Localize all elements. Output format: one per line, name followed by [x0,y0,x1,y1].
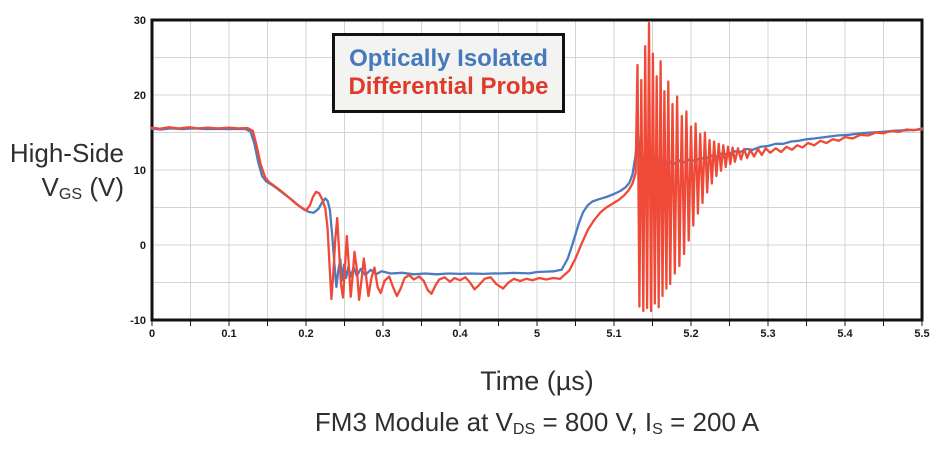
svg-text:5.1: 5.1 [606,328,621,340]
y-axis-title-line1: High-Side [9,138,124,168]
svg-text:0: 0 [149,328,155,340]
y-axis-subscript: GS [58,184,83,203]
svg-text:-10: -10 [130,315,146,327]
caption-subscript-ds: DS [512,419,536,438]
legend-item-differential-probe: Differential Probe [348,73,549,100]
x-tick-marks [151,321,923,326]
svg-text:30: 30 [134,15,146,27]
svg-text:5.4: 5.4 [837,328,853,340]
figure-caption: FM3 Module at VDS = 800 V, IS = 200 A [314,407,760,438]
svg-text:5.3: 5.3 [760,328,775,340]
plot-border [150,18,924,322]
y-axis-title-line2: VGS (V) [41,172,124,203]
svg-text:0: 0 [140,240,146,252]
svg-text:0.4: 0.4 [452,328,468,340]
x-axis-title: Time (µs) [480,366,594,396]
y-tick-labels: 30 20 10 0 -10 [130,15,146,327]
svg-text:0.3: 0.3 [375,328,390,340]
svg-text:10: 10 [134,165,146,177]
legend: Optically Isolated Differential Probe [332,33,565,113]
legend-item-optically-isolated: Optically Isolated [349,44,548,72]
caption-subscript-s: S [652,419,663,438]
svg-text:5.2: 5.2 [683,328,698,340]
svg-text:0.1: 0.1 [221,328,236,340]
y-axis-title: High-Side VGS (V) [0,136,124,211]
x-tick-labels: 0 0.1 0.2 0.3 0.4 5 5.1 5.2 5.3 5.4 5.5 [149,328,930,340]
svg-text:5: 5 [534,328,540,340]
svg-text:20: 20 [134,90,146,102]
series-differential-probe [150,21,924,313]
svg-text:0.2: 0.2 [298,328,313,340]
svg-text:5.5: 5.5 [914,328,929,340]
